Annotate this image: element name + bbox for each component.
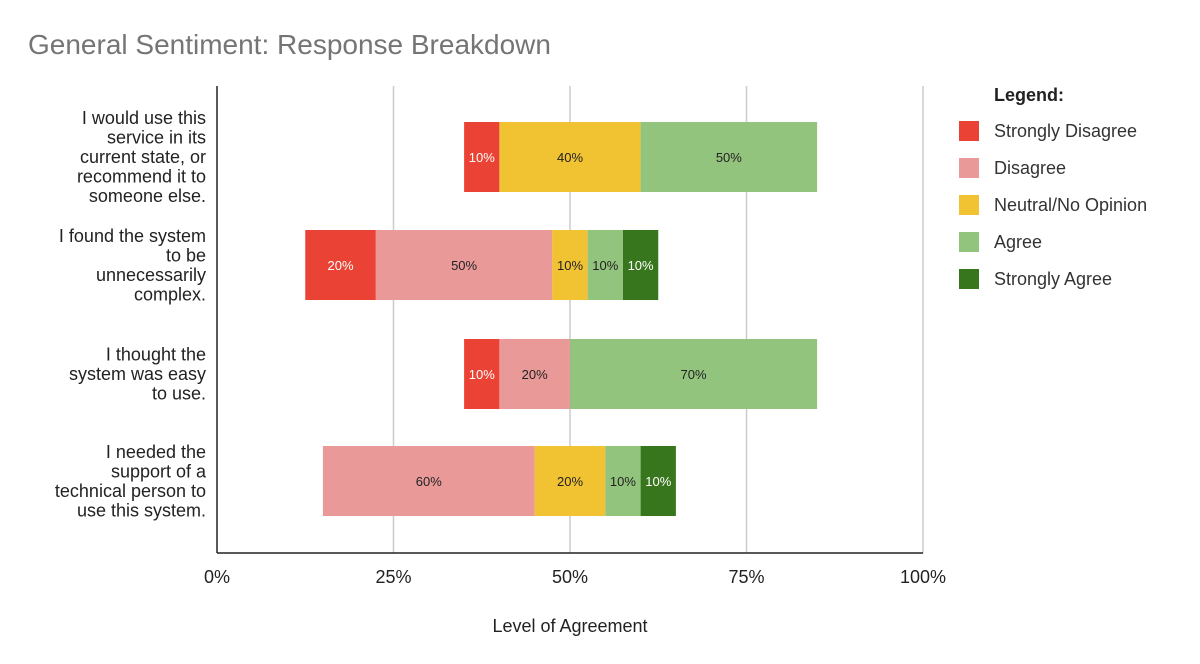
legend-swatch (959, 269, 979, 289)
category-label-line: use this system. (77, 500, 206, 520)
bar-segment (605, 446, 641, 516)
category-labels: I would use this service in its current st… (55, 108, 207, 520)
category-label-line: I would use this (82, 108, 206, 128)
data-label: 10% (645, 474, 671, 489)
legend-label: Strongly Agree (994, 269, 1112, 289)
bar-segment (375, 230, 553, 300)
legend-label: Disagree (994, 158, 1066, 178)
data-label: 10% (469, 150, 495, 165)
data-label: 10% (610, 474, 636, 489)
category-label-line: support of a (111, 461, 207, 481)
legend-swatch (959, 158, 979, 178)
x-axis-title: Level of Agreement (492, 616, 647, 636)
legend: Legend: Strongly Disagree Disagree Neutral… (959, 85, 1147, 289)
bar-segment (570, 339, 818, 409)
data-label: 20% (522, 367, 548, 382)
category-label-line: I found the system (59, 226, 206, 246)
bar-segment (499, 122, 641, 192)
data-label: 40% (557, 150, 583, 165)
category-label-line: technical person to (55, 481, 206, 501)
bar-segment (622, 230, 659, 300)
category-label: I thought the system was easy to use. (69, 345, 206, 404)
bar-segment (640, 446, 676, 516)
bar-segment (587, 230, 623, 300)
data-label: 70% (681, 367, 707, 382)
category-label: I needed the support of a technical person… (55, 442, 207, 521)
category-label-line: recommend it to (77, 167, 206, 187)
data-label: 10% (469, 367, 495, 382)
category-label: I would use this service in its current st… (77, 108, 206, 206)
bar-segment (552, 230, 588, 300)
bar-segment (640, 122, 818, 192)
legend-title: Legend: (994, 85, 1064, 105)
x-tick-label: 100% (900, 567, 946, 587)
x-tick-label: 75% (728, 567, 764, 587)
category-label-line: to be (166, 245, 206, 265)
data-label: 20% (328, 258, 354, 273)
legend-swatch (959, 195, 979, 215)
data-label: 50% (451, 258, 477, 273)
data-label: 60% (416, 474, 442, 489)
data-label: 10% (628, 258, 654, 273)
data-label: 10% (592, 258, 618, 273)
category-label-line: system was easy (69, 364, 206, 384)
bar-segment (464, 122, 500, 192)
category-label-line: unnecessarily (96, 265, 206, 285)
category-label-line: current state, or (80, 147, 206, 167)
legend-swatch (959, 121, 979, 141)
bar-segment (499, 339, 570, 409)
axes (216, 86, 923, 554)
bar-segment (464, 339, 500, 409)
data-label: 10% (557, 258, 583, 273)
data-label: 50% (716, 150, 742, 165)
legend-label: Neutral/No Opinion (994, 195, 1147, 215)
bar-segment (322, 446, 535, 516)
data-label: 20% (557, 474, 583, 489)
legend-swatch (959, 232, 979, 252)
category-label-line: someone else. (89, 186, 206, 206)
x-tick-label: 25% (375, 567, 411, 587)
legend-label: Agree (994, 232, 1042, 252)
category-label-line: I needed the (106, 442, 206, 462)
category-label-line: complex. (134, 284, 206, 304)
bar-segment (305, 230, 376, 300)
x-tick-label: 50% (552, 567, 588, 587)
chart-title: General Sentiment: Response Breakdown (28, 29, 551, 60)
bars: 10% 40% 50% 20% 50% 10% 10% 10% 10% 20% 70% 60% 20% 1… (305, 122, 818, 516)
x-tick-labels: 0% 25% 50% 75% 100% (204, 567, 946, 587)
bar-segment (534, 446, 606, 516)
x-tick-label: 0% (204, 567, 230, 587)
category-label: I found the system to be unnecessarily comp… (59, 226, 206, 305)
category-label-line: I thought the (106, 345, 206, 365)
category-label-line: service in its (107, 128, 206, 148)
category-label-line: to use. (152, 384, 206, 404)
legend-label: Strongly Disagree (994, 121, 1137, 141)
